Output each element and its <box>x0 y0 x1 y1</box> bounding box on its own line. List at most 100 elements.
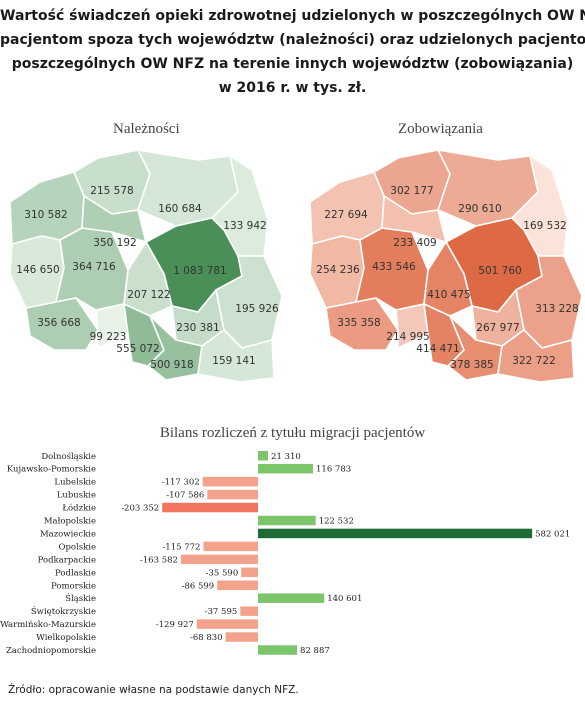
value-label: 82 887 <box>300 646 330 656</box>
map-region-kujawsko-pomorskie <box>81 195 147 243</box>
bar <box>258 451 269 461</box>
map-region-dolnośląskie <box>25 297 99 351</box>
map-title-zobowiazania: Zobowiązania <box>398 121 483 137</box>
value-label: 140 601 <box>327 594 362 604</box>
value-label: 21 310 <box>271 452 301 462</box>
map-value-label: 160 684 <box>158 203 202 215</box>
map-value-label: 133 942 <box>223 220 266 232</box>
category-label: Opolskie <box>58 542 96 552</box>
bar <box>258 515 316 526</box>
bar <box>240 606 258 616</box>
map-value-label: 378 385 <box>450 359 493 371</box>
category-label: Lubuskie <box>57 491 96 501</box>
map-value-label: 267 977 <box>476 322 519 334</box>
map-value-label: 350 192 <box>93 237 136 249</box>
bar <box>207 489 258 500</box>
map-zobowiazania: 227 694 302 177 290 610 169 532 254 236 433 5… <box>309 149 583 383</box>
map-value-label: 169 532 <box>523 220 566 232</box>
title-line: poszczególnych OW NFZ na terenie innych … <box>11 56 574 72</box>
map-value-label: 356 668 <box>37 317 80 329</box>
map-value-label: 99 223 <box>90 331 127 343</box>
map-value-label: 290 610 <box>458 203 501 215</box>
category-label: Łódzkie <box>62 503 96 514</box>
map-value-label: 310 582 <box>24 209 67 221</box>
bar <box>258 645 298 655</box>
value-label: -37 595 <box>205 607 238 617</box>
value-label: -107 586 <box>166 491 204 501</box>
bar <box>162 502 258 513</box>
category-label: Kujawsko-Pomorskie <box>7 465 96 475</box>
map-value-label: 364 716 <box>72 261 116 273</box>
category-label: Świętokrzyskie <box>31 605 96 617</box>
bar <box>258 528 533 539</box>
bar <box>258 463 314 474</box>
title-line: Wartość świadczeń opieki zdrowotnej udzi… <box>0 8 585 24</box>
bar <box>225 632 258 642</box>
map-value-label: 207 122 <box>127 289 170 301</box>
bar <box>217 580 258 590</box>
map-value-label: 322 722 <box>512 355 555 367</box>
bar <box>202 476 258 487</box>
value-label: -117 302 <box>162 478 200 488</box>
map-value-label: 555 072 <box>116 343 159 355</box>
value-label: -115 772 <box>162 542 200 552</box>
value-label: -203 352 <box>121 504 159 514</box>
map-value-label: 335 358 <box>337 317 380 329</box>
map-value-label: 215 578 <box>90 185 133 197</box>
category-label: Lubelskie <box>54 478 96 488</box>
category-label: Wielkopolskie <box>36 633 96 643</box>
bar <box>241 567 258 578</box>
map-region-małopolskie <box>447 315 503 381</box>
map-value-label: 195 926 <box>235 303 279 315</box>
category-label: Podlaskie <box>55 568 96 578</box>
map-value-label: 501 760 <box>478 265 521 277</box>
map-value-label: 254 236 <box>316 264 360 276</box>
map-naleznosci: 310 582 215 578 160 684 133 942 146 650 364 7… <box>9 149 283 383</box>
bar <box>196 619 258 629</box>
category-label: Warmińsko-Mazurskie <box>0 619 96 630</box>
map-value-label: 414 471 <box>416 343 459 355</box>
map-value-label: 214 995 <box>386 331 429 343</box>
map-region-kujawsko-pomorskie <box>381 195 447 243</box>
category-label: Śląskie <box>65 592 96 604</box>
category-label: Dolnośląskie <box>41 451 96 462</box>
category-label: Zachodniopomorskie <box>6 646 96 656</box>
category-label: Podkarpackie <box>38 555 96 565</box>
title-line: pacjentom spoza tych województw (należno… <box>0 32 585 48</box>
value-label: -129 927 <box>156 620 194 630</box>
map-value-label: 410 475 <box>427 289 470 301</box>
map-value-label: 230 381 <box>176 322 219 334</box>
bar-chart: Dolnośląskie 21 310 Kujawsko-Pomorskie 116 … <box>0 451 570 656</box>
map-value-label: 1 083 781 <box>173 265 226 277</box>
map-value-label: 302 177 <box>390 185 433 197</box>
map-value-label: 313 228 <box>535 303 578 315</box>
value-label: -68 830 <box>190 633 223 643</box>
map-value-label: 159 141 <box>212 355 255 367</box>
value-label: 122 532 <box>319 517 354 527</box>
map-region-podkarpackie <box>497 329 575 383</box>
value-label: -86 599 <box>182 581 215 591</box>
map-region-małopolskie <box>147 315 203 381</box>
source-note: Źródło: opracowanie własne na podstawie … <box>8 684 299 696</box>
bar <box>203 541 258 552</box>
category-label: Mazowieckie <box>40 529 96 539</box>
value-label: -35 590 <box>206 568 239 578</box>
value-label: 116 783 <box>316 465 351 475</box>
category-label: Małopolskie <box>44 517 96 527</box>
chart-title: Wartość świadczeń opieki zdrowotnej udzi… <box>0 4 585 100</box>
map-title-naleznosci: Należności <box>113 121 180 137</box>
value-label: 582 021 <box>535 529 570 539</box>
value-label: -163 582 <box>140 555 178 565</box>
map-region-podkarpackie <box>197 329 275 383</box>
map-region-opolskie <box>95 303 129 349</box>
map-value-label: 433 546 <box>372 261 416 273</box>
category-label: Pomorskie <box>51 581 96 591</box>
map-value-label: 233 409 <box>393 237 436 249</box>
map-value-label: 227 694 <box>324 209 368 221</box>
map-region-dolnośląskie <box>325 297 399 351</box>
title-line: w 2016 r. w tys. zł. <box>218 80 367 96</box>
bar <box>180 554 258 565</box>
map-region-opolskie <box>395 303 429 349</box>
map-value-label: 500 918 <box>150 359 193 371</box>
bar <box>258 593 325 603</box>
